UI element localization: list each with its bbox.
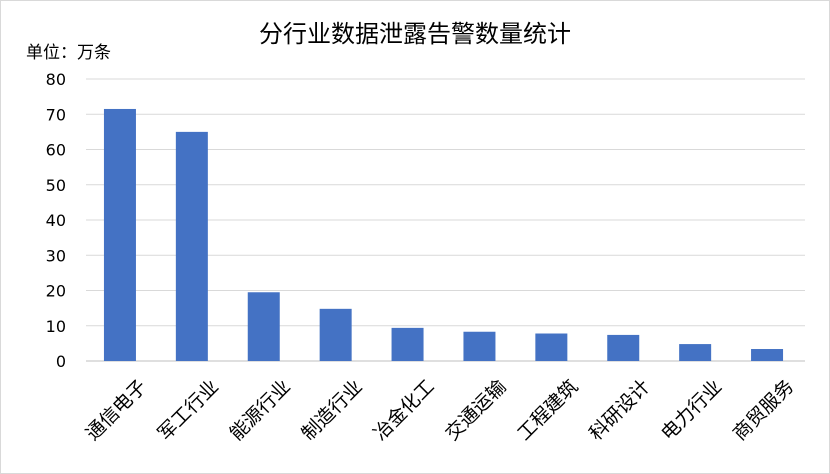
y-tick-label: 70 <box>46 105 66 124</box>
bar <box>103 108 136 362</box>
x-category-label: 商贸服务 <box>729 376 798 445</box>
bar <box>535 333 568 361</box>
bar <box>751 349 784 361</box>
y-tick-label: 0 <box>56 352 66 371</box>
x-category-label: 科研设计 <box>585 376 654 445</box>
bars <box>103 108 784 362</box>
x-category-label: 通信电子 <box>82 376 151 445</box>
x-category-label: 电力行业 <box>657 376 726 445</box>
y-tick-label: 20 <box>46 282 66 301</box>
x-category-label: 工程建筑 <box>513 376 582 445</box>
x-category-label: 能源行业 <box>226 376 295 445</box>
bar <box>319 308 352 361</box>
bar <box>679 344 712 361</box>
unit-label: 单位：万条 <box>26 43 111 63</box>
y-tick-label: 10 <box>46 317 66 336</box>
bar <box>463 331 496 361</box>
y-tick-label: 40 <box>46 211 66 230</box>
bar <box>607 334 640 361</box>
bar <box>175 131 208 361</box>
y-tick-label: 80 <box>46 70 66 89</box>
x-category-label: 制造行业 <box>297 376 366 445</box>
x-axis-labels: 通信电子 军工行业 能源行业 制造行业 冶金化工 交通运输 工程建筑 科研设计 电力行业 商贸服务 <box>82 376 798 445</box>
y-tick-label: 60 <box>46 141 66 160</box>
bar <box>391 327 424 361</box>
y-axis-ticks: 0 10 20 30 40 50 60 70 80 <box>46 70 66 371</box>
y-tick-label: 30 <box>46 246 66 265</box>
bar <box>247 292 280 361</box>
x-category-label: 冶金化工 <box>369 376 438 445</box>
chart-title: 分行业数据泄露告警数量统计 <box>259 20 571 48</box>
y-tick-label: 50 <box>46 176 66 195</box>
x-category-label: 交通运输 <box>441 376 510 445</box>
x-category-label: 军工行业 <box>154 376 223 445</box>
